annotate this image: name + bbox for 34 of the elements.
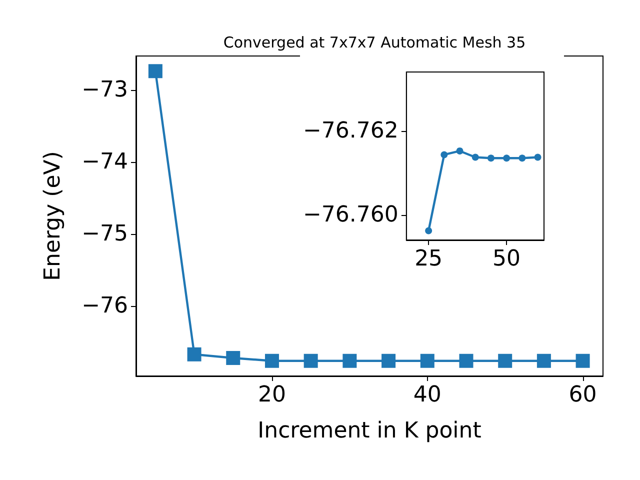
point: [382, 354, 396, 368]
point: [226, 350, 240, 365]
y-tick-label: −75: [82, 222, 128, 247]
point: [536, 354, 551, 368]
x-tick-label: 60: [568, 382, 597, 408]
point: [440, 151, 448, 158]
x-axis-title: Increment in K point: [258, 418, 482, 444]
point: [456, 147, 464, 154]
y-tick-label: −74: [82, 149, 128, 174]
point: [342, 354, 357, 368]
x-tick-label: 40: [413, 382, 442, 408]
point: [264, 354, 279, 368]
y-tick-label: −76: [82, 294, 128, 319]
point: [518, 154, 526, 162]
x-tick-label: 25: [414, 246, 443, 272]
point: [304, 354, 318, 368]
point: [187, 347, 202, 362]
point: [487, 154, 494, 162]
y-tick-label: −76.760: [302, 202, 398, 228]
point: [576, 354, 590, 368]
y-axis-title: Energy (eV): [40, 151, 66, 281]
y-tick-label: −76.762: [302, 118, 398, 144]
point: [425, 227, 432, 234]
point: [420, 354, 434, 368]
point: [534, 154, 542, 161]
point: [472, 154, 479, 161]
point: [498, 354, 512, 368]
point: [459, 354, 474, 368]
x-tick-label: 50: [492, 246, 521, 272]
x-tick-label: 20: [258, 382, 286, 408]
chart-title: Converged at 7x7x7 Automatic Mesh 35: [223, 34, 526, 52]
point: [503, 154, 510, 162]
y-tick-label: −73: [82, 77, 128, 102]
point: [148, 64, 162, 78]
